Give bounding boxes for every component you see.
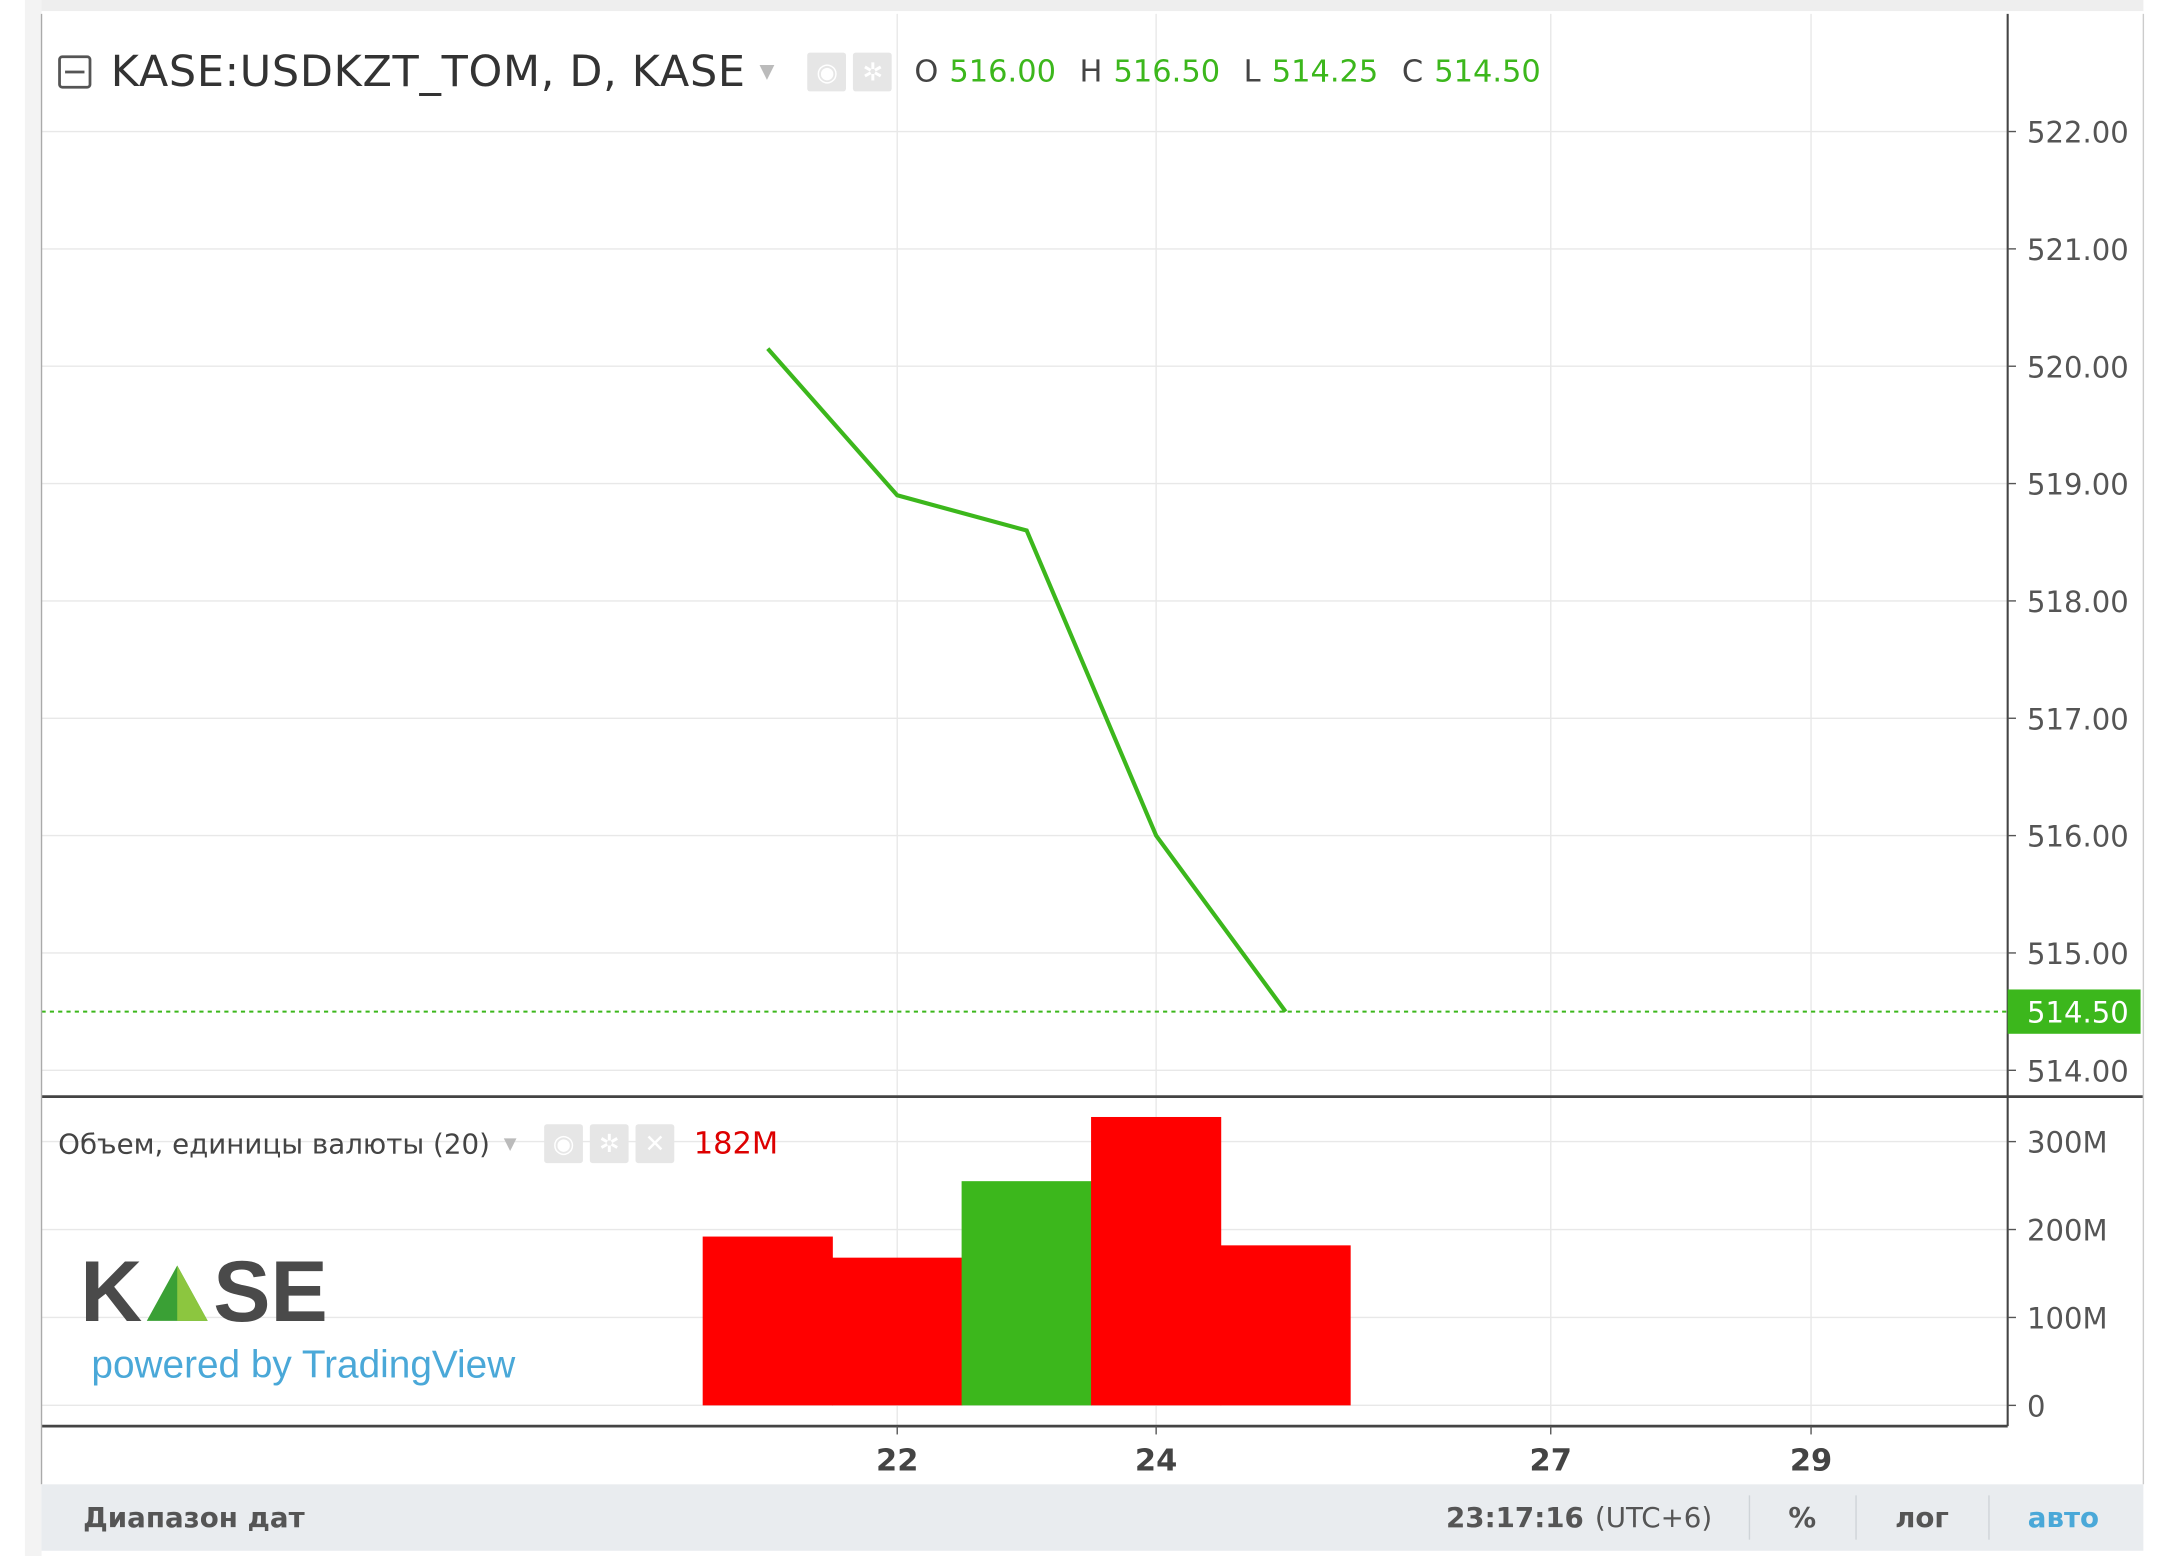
symbol-title[interactable]: KASE:USDKZT_TOM, D, KASE [110,47,746,97]
time-tick-label: 29 [1790,1443,1832,1478]
price-tick-label: 514.00 [2027,1054,2129,1088]
close-label: C [1401,54,1424,90]
price-tick-label: 518.00 [2027,585,2129,619]
volume-bar [832,1257,963,1406]
price-tick-label: 517.00 [2027,702,2129,736]
eye-icon[interactable]: ◉ [807,52,847,92]
last-price-badge [2007,989,2141,1034]
open-value: 516.00 [949,54,1056,90]
clock-time: 23:17:16 [1446,1500,1584,1535]
volume-bar [1091,1116,1222,1406]
volume-tick-label: 200M [2027,1214,2108,1248]
volume-bar [961,1181,1092,1406]
ohlc-values: O 516.00 H 516.50 L 514.25 C 514.50 [900,55,1540,90]
eye-icon[interactable]: ◉ [544,1124,583,1164]
high-value: 516.50 [1113,54,1221,90]
timezone[interactable]: (UTC+6) [1594,1500,1713,1535]
time-tick-label: 24 [1135,1443,1177,1478]
chevron-down-icon[interactable]: ▼ [503,1133,517,1154]
high-label: H [1079,54,1103,90]
date-range-button[interactable]: Диапазон дат [83,1500,305,1535]
close-value: 514.50 [1434,54,1541,90]
volume-title[interactable]: Объем, единицы валюты (20) [58,1127,490,1161]
percent-toggle[interactable]: % [1788,1500,1817,1535]
volume-tick-label: 100M [2027,1302,2108,1336]
low-value: 514.25 [1271,54,1379,90]
gear-icon[interactable]: ✲ [589,1124,629,1164]
price-tick-label: 515.00 [2027,937,2129,971]
price-tick-label: 521.00 [2027,233,2129,267]
volume-value: 182M [693,1126,779,1161]
price-tick-label: 519.00 [2027,468,2129,502]
open-label: O [914,54,939,90]
log-toggle[interactable]: лог [1895,1500,1949,1535]
svg-text:SE: SE [213,1246,327,1329]
kase-logo[interactable]: K SE powered by TradingView [80,1244,516,1387]
kase-logo-mark: K SE [80,1244,327,1340]
volume-legend: Объем, единицы валюты (20) ▼ ◉ ✲ ✕ 182M [58,1124,779,1164]
time-tick-label: 22 [876,1443,918,1478]
gear-icon[interactable]: ✲ [853,52,893,92]
price-tick-label: 520.00 [2027,350,2129,384]
volume-bar [1220,1245,1351,1406]
close-icon[interactable]: ✕ [635,1124,675,1164]
time-tick-label: 27 [1530,1443,1572,1478]
price-tick-label: 516.00 [2027,820,2129,854]
collapse-icon[interactable] [58,55,92,89]
volume-bar [702,1236,833,1406]
series-legend: KASE:USDKZT_TOM, D, KASE ▼ ◉ ✲ O 516.00 H… [58,47,1541,97]
top-toolbar-edge [41,0,2144,12]
left-scrollbar[interactable] [24,0,42,1556]
powered-by-tradingview[interactable]: powered by TradingView [91,1343,516,1386]
volume-tick-label: 0 [2027,1389,2045,1423]
low-label: L [1243,54,1261,90]
bottom-toolbar: Диапазон дат 23:17:16 (UTC+6) % лог авто [41,1484,2144,1551]
svg-text:K: K [80,1246,142,1329]
price-tick-label: 522.00 [2027,116,2129,150]
volume-tick-label: 300M [2027,1126,2108,1160]
chevron-down-icon[interactable]: ▼ [759,60,775,84]
last-price-label: 514.50 [2027,996,2129,1030]
auto-toggle[interactable]: авто [2027,1500,2100,1535]
